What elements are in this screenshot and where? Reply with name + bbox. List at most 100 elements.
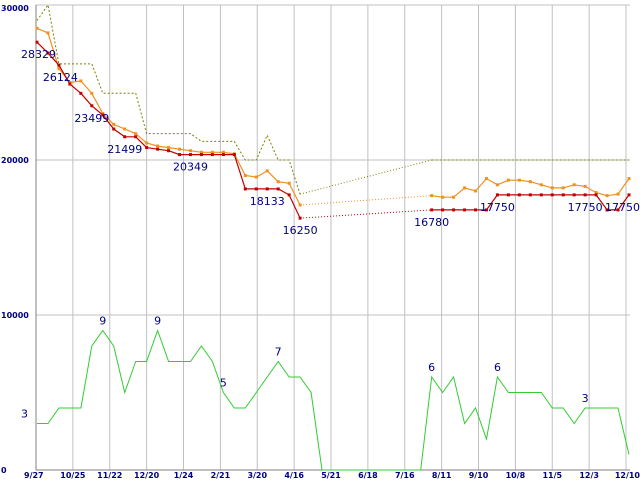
- data-point-avg_price: [287, 181, 291, 185]
- data-label: 28329: [21, 48, 56, 61]
- data-point-avg_price: [46, 31, 50, 35]
- data-point-min_price: [561, 193, 565, 197]
- x-tick-label: 1/24: [174, 471, 194, 480]
- x-tick-label: 7/16: [395, 471, 415, 480]
- data-point-avg_price: [79, 79, 83, 83]
- data-point-min_price: [156, 147, 160, 151]
- data-point-min_price: [594, 193, 598, 197]
- series-line-count: [37, 329, 630, 471]
- data-point-avg_price: [243, 174, 247, 177]
- data-point-min_price: [101, 113, 105, 117]
- data-label: 6: [494, 361, 501, 374]
- data-point-avg_price: [101, 112, 105, 115]
- data-point-min_price: [605, 208, 609, 212]
- x-tick-label: 12/3: [579, 471, 599, 480]
- data-labels: 28329 26124 23499 21499 20349 18133 16250 16780…: [21, 48, 640, 420]
- data-point-avg_price: [134, 132, 138, 136]
- data-point-avg_price: [210, 150, 214, 154]
- data-label: 16780: [414, 216, 449, 229]
- x-tick-label: 8/11: [432, 471, 452, 480]
- x-tick-label: 9/27: [24, 471, 44, 480]
- data-label: 7: [275, 346, 282, 359]
- data-point-avg_price: [528, 180, 532, 184]
- data-point-avg_price: [474, 189, 478, 193]
- x-tick-label: 3/20: [247, 471, 267, 480]
- data-point-min_price: [616, 208, 620, 212]
- y-tick-label: 10000: [1, 311, 29, 320]
- data-point-min_price: [167, 149, 171, 153]
- data-point-min_price: [68, 82, 72, 86]
- x-tick-label: 2/21: [211, 471, 231, 480]
- data-point-avg_price: [583, 184, 587, 188]
- data-point-avg_price: [452, 195, 456, 199]
- series-min_price: [35, 40, 631, 220]
- data-point-avg_price: [221, 150, 225, 154]
- data-point-min_price: [79, 91, 83, 95]
- data-point-avg_price: [594, 191, 598, 195]
- data-label: 3: [21, 408, 28, 421]
- x-tick-label: 12/20: [134, 471, 160, 480]
- data-point-min_price: [35, 40, 39, 44]
- x-tick-label: 11/22: [97, 471, 122, 480]
- data-point-min_price: [583, 193, 587, 197]
- x-tick-label: 11/5: [542, 471, 562, 480]
- series-layer: [35, 3, 631, 471]
- y-tick-label: 30000: [1, 4, 29, 13]
- x-tick-label: 5/21: [321, 471, 341, 480]
- data-point-min_price: [627, 193, 631, 197]
- data-point-min_price: [188, 153, 192, 157]
- data-point-min_price: [112, 127, 116, 131]
- data-point-avg_price: [188, 149, 192, 153]
- x-tick-label: 6/18: [358, 471, 378, 480]
- y-tick-label: 0: [1, 466, 7, 475]
- data-point-min_price: [528, 193, 532, 197]
- data-point-min_price: [221, 153, 225, 157]
- series-line-max_price: [36, 3, 301, 195]
- data-point-min_price: [232, 153, 236, 157]
- data-point-avg_price: [145, 141, 149, 145]
- data-label: 20349: [173, 161, 208, 174]
- data-point-min_price: [298, 216, 302, 220]
- data-point-avg_price: [276, 180, 280, 184]
- data-label: 23499: [74, 112, 109, 125]
- data-point-avg_price: [298, 203, 302, 207]
- data-point-avg_price: [35, 26, 39, 30]
- data-point-avg_price: [57, 67, 61, 71]
- data-point-avg_price: [561, 186, 565, 190]
- data-point-avg_price: [178, 147, 182, 151]
- data-point-min_price: [265, 187, 269, 191]
- data-point-avg_price: [123, 127, 127, 131]
- data-point-avg_price: [517, 178, 521, 182]
- data-point-avg_price: [68, 81, 72, 84]
- data-point-min_price: [123, 135, 127, 139]
- data-point-min_price: [430, 208, 434, 212]
- series-max_price: [36, 3, 629, 195]
- data-label: 17750: [605, 201, 640, 214]
- series-count: [37, 329, 630, 471]
- data-point-min_price: [254, 187, 258, 191]
- data-point-avg_price: [495, 183, 499, 187]
- data-point-min_price: [517, 193, 521, 197]
- data-label: 18133: [250, 195, 285, 208]
- data-point-avg_price: [616, 192, 620, 196]
- data-point-avg_price: [627, 177, 631, 181]
- data-label: 26124: [43, 71, 78, 84]
- series-avg_price: [35, 26, 631, 207]
- data-point-min_price: [441, 208, 445, 212]
- data-point-min_price: [463, 208, 467, 212]
- data-point-avg_price: [265, 169, 269, 173]
- data-point-min_price: [539, 193, 543, 197]
- data-point-min_price: [452, 208, 456, 212]
- data-point-min_price: [287, 193, 291, 197]
- data-point-avg_price: [90, 91, 94, 95]
- data-point-avg_price: [430, 194, 434, 198]
- data-point-min_price: [495, 193, 499, 197]
- data-label: 9: [99, 315, 106, 328]
- data-label: 5: [220, 377, 227, 390]
- data-point-avg_price: [506, 178, 510, 182]
- data-point-min_price: [57, 63, 61, 67]
- data-point-min_price: [145, 146, 149, 150]
- data-point-min_price: [474, 208, 478, 212]
